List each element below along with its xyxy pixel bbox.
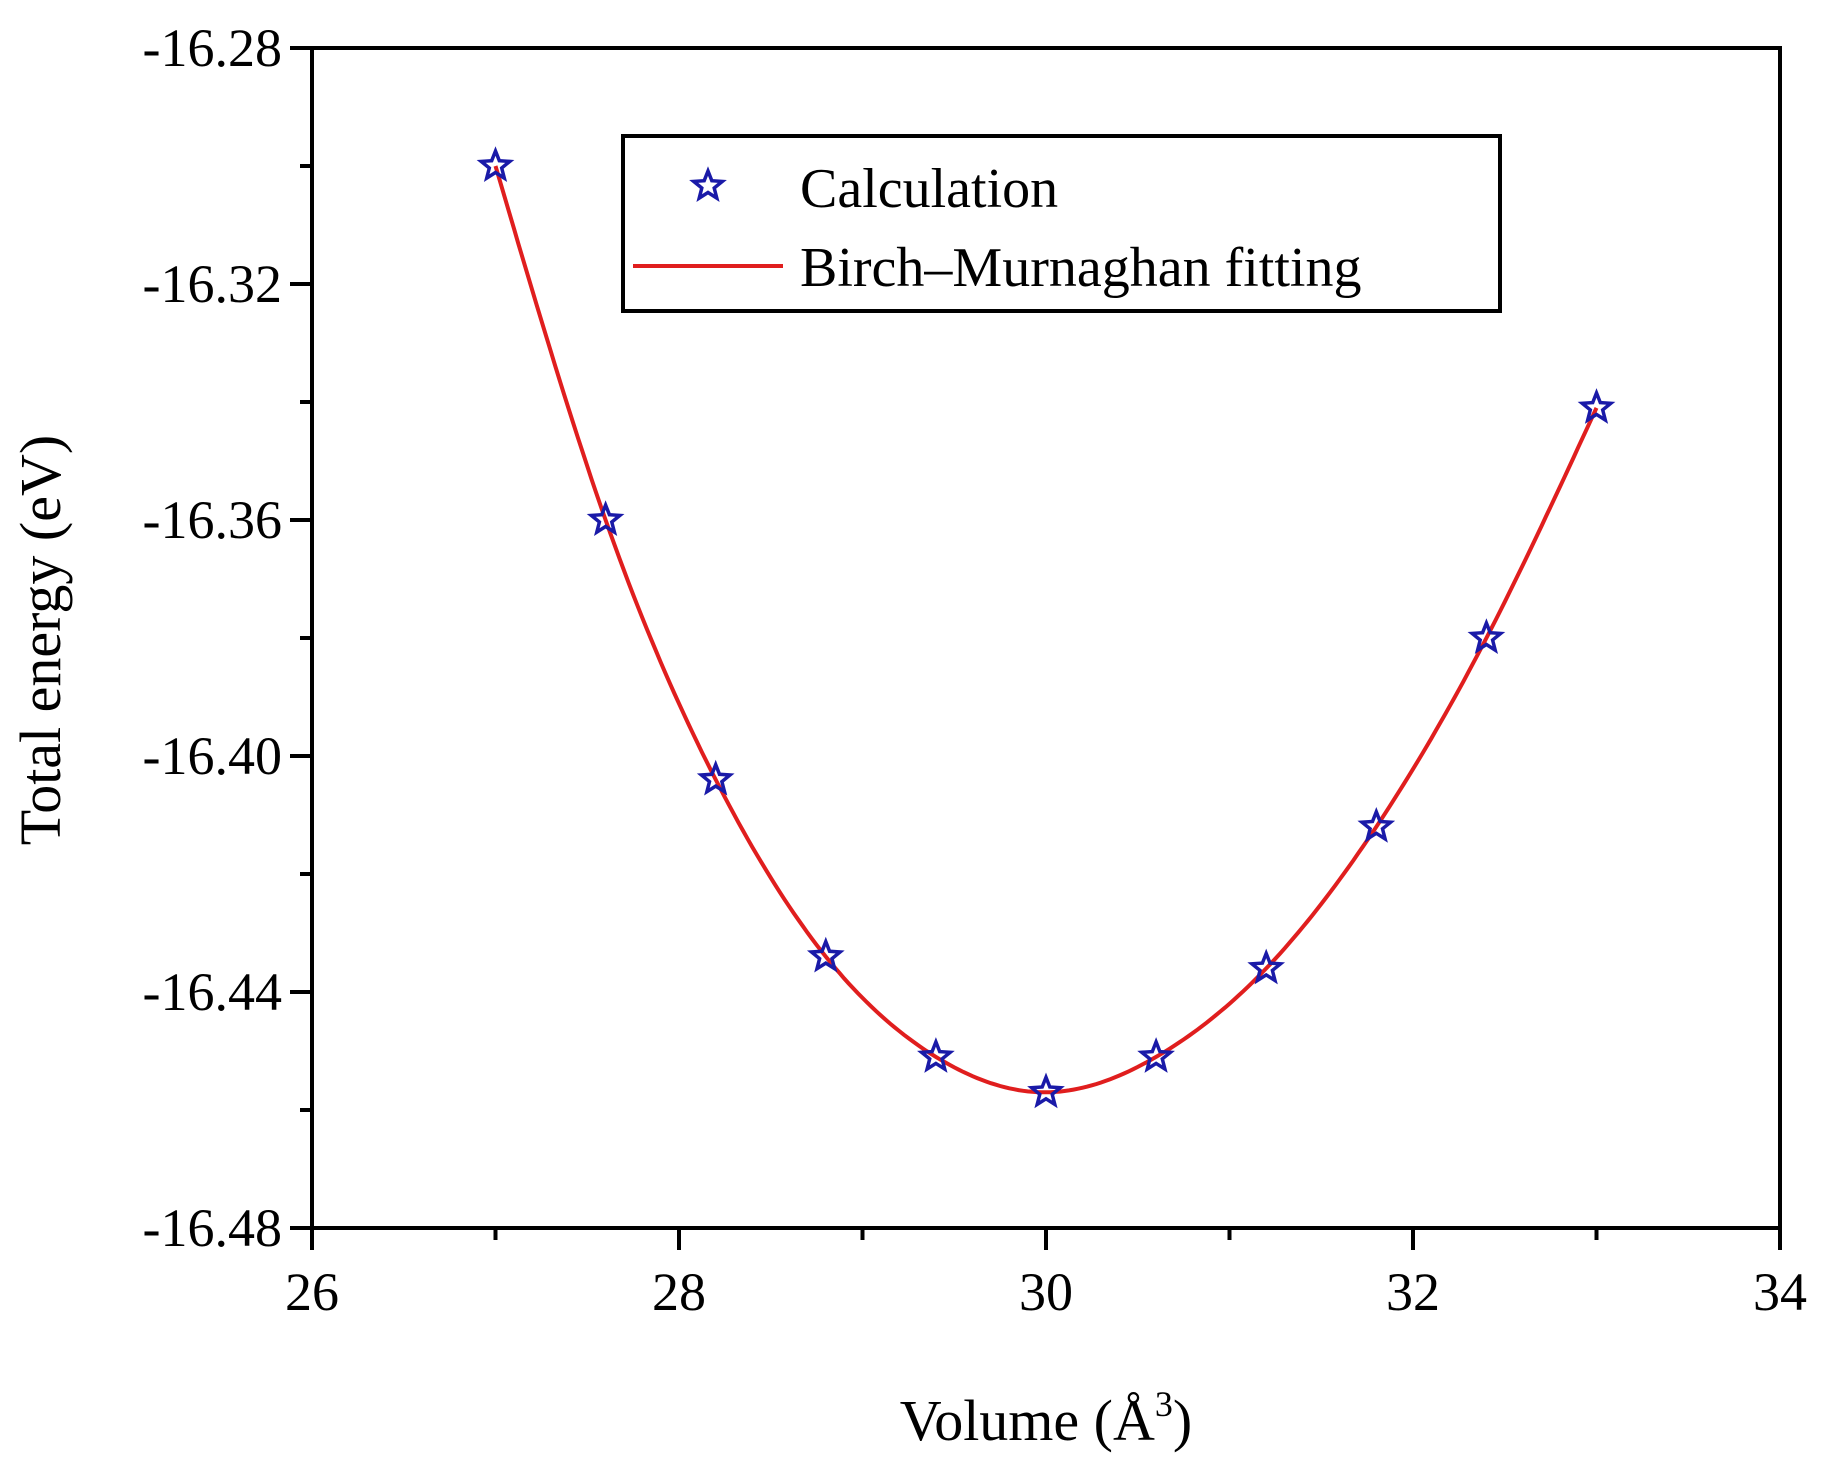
y-axis-title: Total energy (eV) <box>8 435 73 845</box>
fit-curve-layer <box>493 165 1599 1095</box>
x-axis-title-superscript: 3 <box>1155 1384 1173 1424</box>
legend-star-icon <box>689 166 727 202</box>
x-tick-labels: 26 28 30 32 34 <box>285 1262 1807 1322</box>
calculation-point <box>1137 1037 1175 1073</box>
major-ticks <box>290 46 1782 1250</box>
legend-box <box>621 134 1502 313</box>
legend-star-marker <box>689 166 727 202</box>
calculation-point <box>1357 807 1396 843</box>
y-tick-label: -16.36 <box>143 490 282 550</box>
x-tick-label: 34 <box>1753 1262 1807 1322</box>
x-axis-title-text: Volume (Å <box>900 1388 1155 1453</box>
calculation-point <box>1247 948 1286 985</box>
x-axis-title: Volume (Å3) <box>900 1384 1192 1453</box>
calculation-point <box>917 1037 955 1073</box>
x-tick-label: 30 <box>1019 1262 1073 1322</box>
calculation-point <box>1577 388 1616 424</box>
calculation-points-layer <box>476 146 1616 1109</box>
y-tick-label: -16.48 <box>143 1198 282 1258</box>
calculation-point <box>806 936 845 973</box>
calculation-point <box>1027 1072 1065 1109</box>
calculation-point <box>476 146 515 182</box>
calculation-point <box>1467 618 1506 654</box>
plot-frame <box>310 46 1782 1230</box>
legend: Calculation Birch–Murnaghan fitting <box>621 134 1502 313</box>
x-tick-label: 32 <box>1386 1262 1440 1322</box>
calculation-point <box>586 500 625 536</box>
y-tick-label: -16.40 <box>143 726 282 786</box>
x-tick-label: 26 <box>285 1262 339 1322</box>
y-tick-label: -16.44 <box>143 962 282 1022</box>
legend-label-fit: Birch–Murnaghan fitting <box>800 237 1361 299</box>
legend-label-calculation: Calculation <box>800 158 1058 220</box>
x-tick-label: 28 <box>652 1262 706 1322</box>
y-tick-label: -16.32 <box>143 254 282 314</box>
calculation-point <box>696 759 735 796</box>
x-axis-title-suffix: ) <box>1173 1388 1192 1453</box>
fit-curve <box>493 165 1599 1095</box>
y-tick-label: -16.28 <box>143 18 282 78</box>
y-tick-labels: -16.28 -16.32 -16.36 -16.40 -16.44 -16.48 <box>143 18 282 1258</box>
